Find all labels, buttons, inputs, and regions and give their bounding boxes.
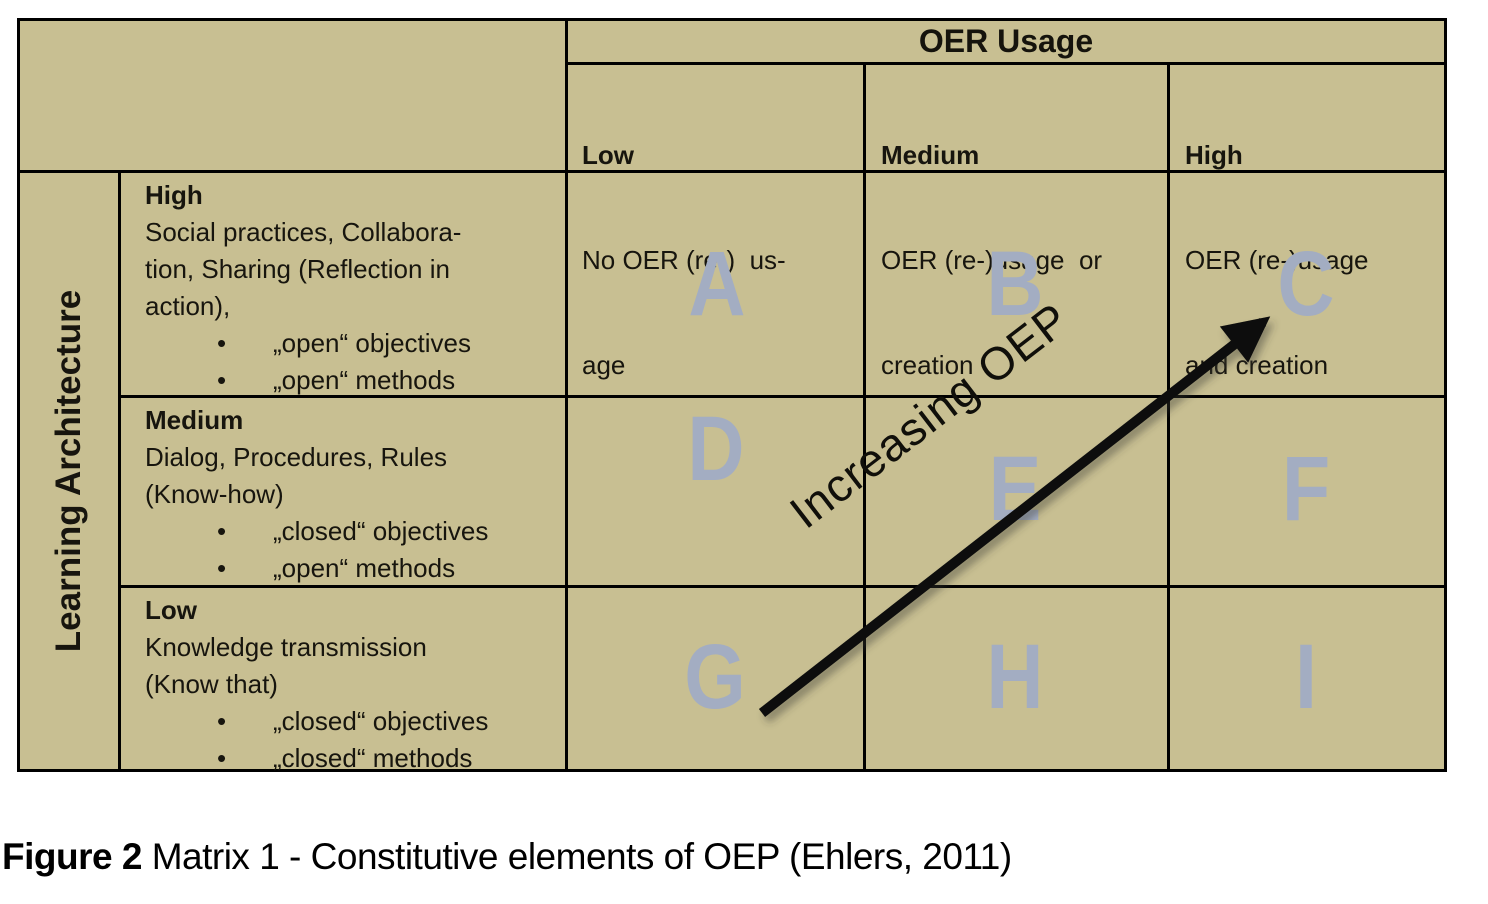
bullet-text: „closed“ objectives [273, 706, 489, 736]
column-group-header: OER Usage [568, 21, 1444, 62]
figure-caption-text: Matrix 1 - Constitutive elements of OEP … [141, 836, 1013, 877]
row-header-low: Low Knowledge transmission (Know that) •… [121, 588, 565, 773]
bullet-item: • „closed“ methods [145, 740, 565, 777]
matrix-cell-letter-h: H [986, 626, 1044, 728]
column-desc-line: No OER (re-) us- [582, 245, 786, 275]
column-desc-line: age [582, 350, 626, 380]
column-level-label: Medium [881, 140, 980, 170]
row-desc-line: Dialog, Procedures, Rules [145, 442, 448, 472]
row-level-label: High [145, 180, 203, 210]
column-header-high: High OER (re-)usage and creation [1171, 65, 1444, 380]
row-desc-line: action), [145, 291, 231, 321]
matrix-cell-letter-f: F [1281, 438, 1331, 540]
column-desc-line: and creation [1185, 350, 1329, 380]
column-level-label: Low [582, 140, 634, 170]
row-desc-line: (Know-how) [145, 479, 284, 509]
bullet-icon: • [217, 328, 227, 358]
bullet-text: „open“ methods [273, 553, 456, 583]
bullet-text: „closed“ methods [273, 743, 473, 773]
column-desc-line: creation [881, 350, 974, 380]
bullet-item: • „open“ methods [145, 362, 565, 399]
matrix-cell-letter-c: C [1277, 233, 1335, 335]
bullet-icon: • [217, 743, 227, 773]
row-group-header: Learning Architecture [20, 173, 118, 769]
row-desc-line: tion, Sharing (Reflection in [145, 254, 450, 284]
row-desc-line: (Know that) [145, 669, 278, 699]
grid-line-vertical-low-medium [863, 62, 866, 769]
matrix-cell-letter-a: A [688, 233, 746, 335]
grid-line-vertical-medium-high [1167, 62, 1170, 769]
column-desc-line: OER (re-)usage or [881, 245, 1103, 275]
row-level-label: Medium [145, 405, 244, 435]
grid-line-horizontal-under-header [20, 170, 1444, 173]
oep-matrix-table: OER Usage Low No OER (re-) us- age Mediu… [17, 18, 1447, 773]
column-header-low: Low No OER (re-) us- age [568, 65, 863, 380]
matrix-cell-letter-i: I [1295, 626, 1317, 728]
grid-line-horizontal-under-title [565, 62, 1444, 65]
bullet-icon: • [217, 365, 227, 395]
grid-line-vertical-rowlabel [118, 170, 121, 769]
bullet-item: • „closed“ objectives [145, 513, 565, 550]
bullet-icon: • [217, 516, 227, 546]
matrix-cell-letter-e: E [988, 438, 1042, 540]
row-header-medium: Medium Dialog, Procedures, Rules (Know-h… [121, 398, 565, 585]
bullet-item: • „closed“ objectives [145, 703, 565, 740]
row-desc-line: Social practices, Collabora- [145, 217, 462, 247]
bullet-text: „open“ objectives [273, 328, 471, 358]
column-level-label: High [1185, 140, 1243, 170]
bullet-icon: • [217, 553, 227, 583]
column-header-medium: Medium OER (re-)usage or creation [867, 65, 1166, 380]
matrix-cell-letter-b: B [986, 233, 1044, 335]
bullet-item: • „open“ methods [145, 550, 565, 587]
figure-caption-number: Figure 2 [2, 836, 142, 877]
matrix-cell-letter-d: D [687, 398, 745, 500]
row-level-label: Low [145, 595, 197, 625]
figure-caption: Figure 2 Matrix 1 - Constitutive element… [2, 836, 1012, 878]
row-desc-line: Knowledge transmission [145, 632, 427, 662]
column-group-title: OER Usage [918, 23, 1094, 59]
bullet-item: • „open“ objectives [145, 325, 565, 362]
bullet-text: „closed“ objectives [273, 516, 489, 546]
bullet-text: „open“ methods [273, 365, 456, 395]
row-header-high: High Social practices, Collabora- tion, … [121, 173, 565, 395]
row-group-title: Learning Architecture [49, 289, 89, 653]
column-desc-line: OER (re-)usage [1185, 245, 1369, 275]
matrix-cell-letter-g: G [684, 626, 746, 728]
bullet-icon: • [217, 706, 227, 736]
